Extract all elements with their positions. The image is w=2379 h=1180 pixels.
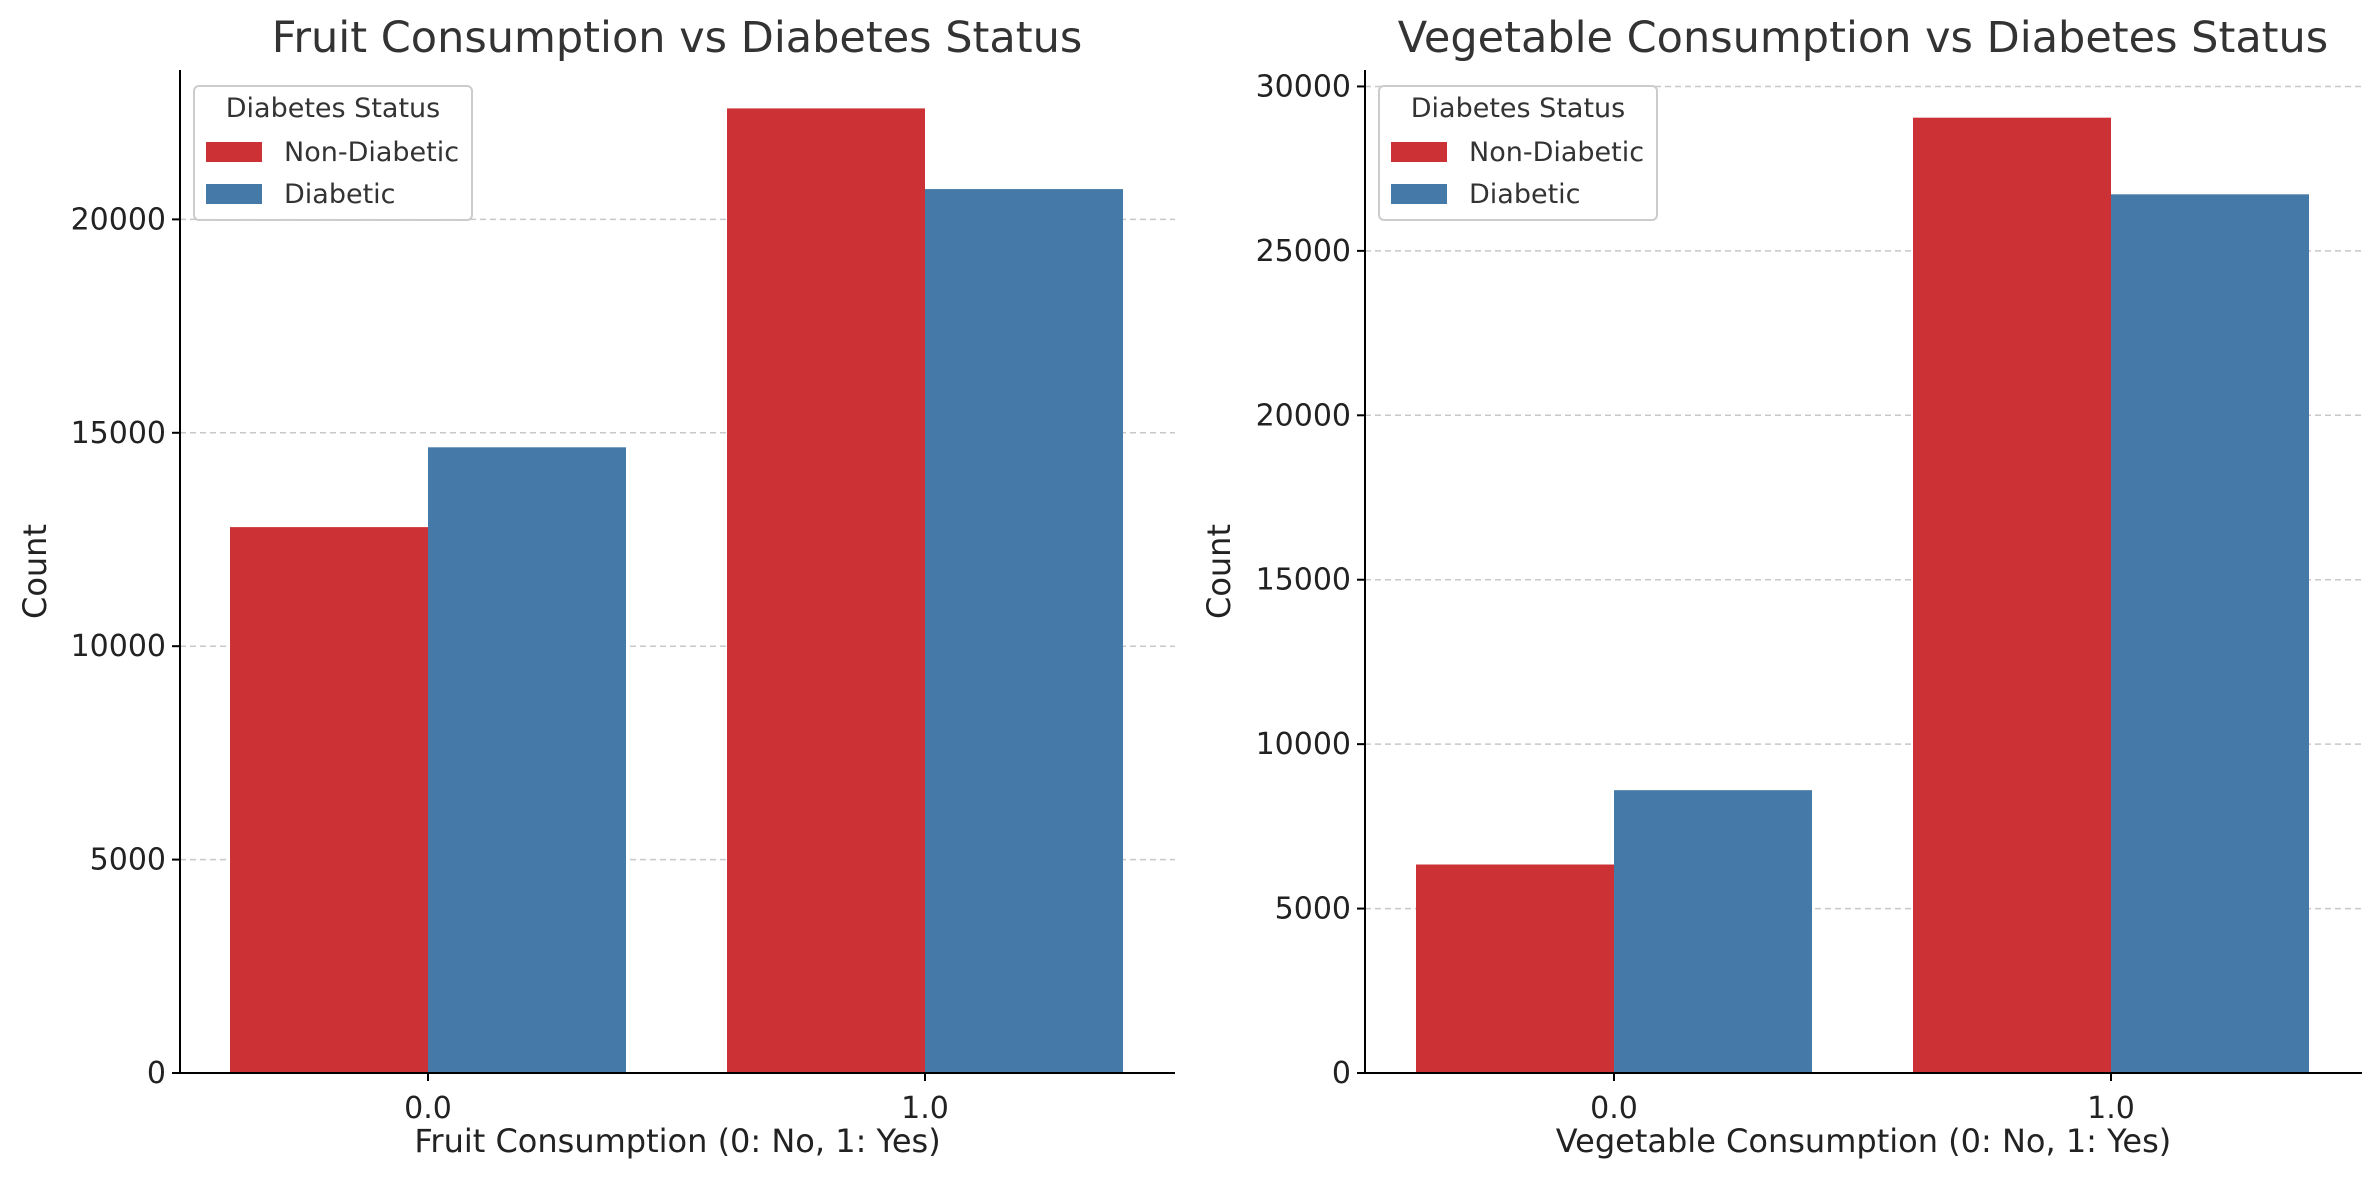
bar-non-diabetic-1.0	[1913, 117, 2111, 1074]
y-tick-label: 25000	[1256, 234, 1351, 269]
y-tick-label: 0	[1332, 1056, 1351, 1091]
x-tick-label: 0.0	[404, 1091, 452, 1126]
legend: Diabetes Status Non-Diabetic Diabetic	[1378, 85, 1658, 221]
legend-box	[1378, 85, 1658, 221]
x-tick-label: 1.0	[901, 1091, 949, 1126]
chart-title: Fruit Consumption vs Diabetes Status	[272, 13, 1083, 63]
bar-non-diabetic-0.0	[230, 527, 428, 1073]
y-tick-label: 20000	[1256, 398, 1351, 433]
x-tick-label: 1.0	[2087, 1091, 2135, 1126]
y-tick-label: 20000	[71, 202, 166, 237]
bar-non-diabetic-0.0	[1416, 864, 1614, 1073]
y-tick-label: 30000	[1256, 69, 1351, 104]
legend-label: Non-Diabetic	[1469, 137, 1644, 168]
legend-swatch	[206, 184, 262, 204]
legend-label: Diabetic	[1469, 179, 1581, 210]
y-tick-label: 5000	[1275, 892, 1351, 927]
y-tick-label: 5000	[90, 843, 166, 878]
legend-label: Non-Diabetic	[284, 137, 459, 168]
y-tick-label: 0	[147, 1056, 166, 1091]
x-axis-label: Fruit Consumption (0: No, 1: Yes)	[414, 1122, 940, 1160]
x-axis-label: Vegetable Consumption (0: No, 1: Yes)	[1556, 1122, 2172, 1160]
legend-title: Diabetes Status	[1411, 93, 1625, 124]
y-tick-label: 15000	[1256, 563, 1351, 598]
legend-label: Diabetic	[284, 179, 396, 210]
bar-diabetic-0.0	[428, 447, 626, 1074]
y-tick-label: 10000	[71, 629, 166, 664]
y-axis-label: Count	[16, 524, 54, 619]
y-axis-label: Count	[1200, 524, 1238, 619]
legend-box	[193, 85, 473, 221]
bar-diabetic-0.0	[1614, 790, 1812, 1073]
legend-swatch	[206, 142, 262, 162]
y-tick-label: 15000	[71, 416, 166, 451]
y-tick-label: 10000	[1256, 727, 1351, 762]
chart-title: Vegetable Consumption vs Diabetes Status	[1398, 13, 2328, 63]
legend-swatch	[1391, 142, 1447, 162]
x-tick-label: 0.0	[1590, 1091, 1638, 1126]
bar-diabetic-1.0	[925, 189, 1123, 1073]
bar-diabetic-1.0	[2111, 194, 2309, 1074]
legend-title: Diabetes Status	[226, 93, 440, 124]
bar-non-diabetic-1.0	[727, 108, 925, 1073]
legend-swatch	[1391, 184, 1447, 204]
legend: Diabetes Status Non-Diabetic Diabetic	[193, 85, 473, 221]
